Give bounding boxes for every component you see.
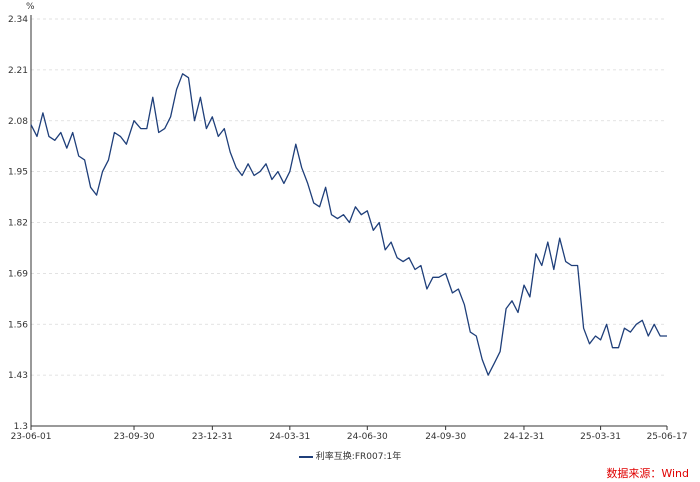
x-tick-label: 24-03-31: [269, 432, 310, 442]
y-tick-label: 2.08: [8, 117, 28, 127]
x-tick-label: 23-06-01: [11, 432, 52, 442]
x-tick-label: 23-12-31: [192, 432, 233, 442]
source-note: 数据来源：Wind: [606, 467, 689, 480]
legend[interactable]: 利率互换:FR007:1年: [0, 449, 700, 462]
legend-series-label: 利率互换:FR007:1年: [315, 452, 402, 462]
y-tick-label: 2.34: [8, 15, 28, 25]
axes: [30, 15, 668, 430]
x-tick-label: 24-12-31: [504, 432, 545, 442]
y-tick-label: 1.69: [8, 269, 28, 279]
x-tick-label: 23-09-30: [114, 432, 155, 442]
y-tick-label: 1.82: [8, 219, 28, 229]
y-tick-label: 1.95: [8, 168, 28, 178]
x-tick-label: 25-03-31: [580, 432, 621, 442]
legend-line-swatch: [298, 455, 313, 458]
series-line: [30, 73, 667, 376]
y-tick-label: 2.21: [8, 66, 28, 76]
x-tick-labels: 23-06-01 23-09-30 23-12-31 24-03-31 24-06-30…: [11, 432, 688, 442]
gridlines: [31, 18, 667, 376]
y-tick-labels: 1.3 1.43 1.56 1.69 1.82 1.95 2.08 2.21 2.34: [8, 15, 28, 432]
y-tick-label: 1.56: [8, 320, 28, 330]
y-tick-label: 1.3: [14, 422, 28, 432]
y-unit-label: %: [26, 2, 35, 12]
x-tick-label: 25-06-17: [647, 432, 688, 442]
series-lines: [30, 73, 667, 376]
y-tick-label: 1.43: [8, 371, 28, 381]
x-tick-label: 24-06-30: [347, 432, 388, 442]
x-tick-label: 24-09-30: [425, 432, 466, 442]
